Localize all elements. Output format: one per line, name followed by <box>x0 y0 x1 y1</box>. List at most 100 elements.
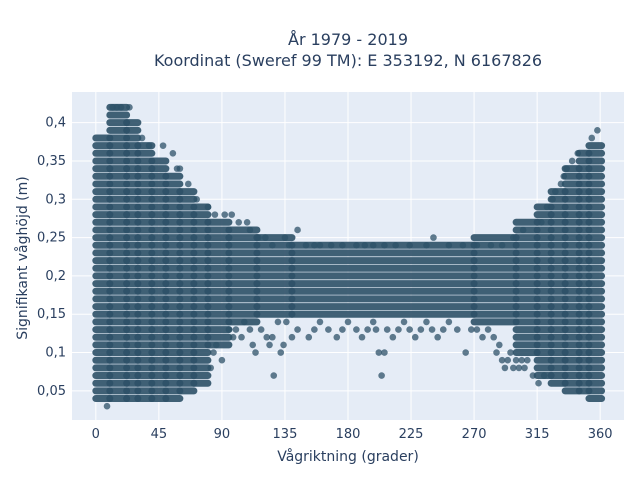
data-point <box>510 234 517 241</box>
data-point <box>395 326 402 333</box>
data-point <box>269 241 276 249</box>
data-point <box>339 241 346 249</box>
data-point <box>294 326 301 333</box>
data-point <box>302 241 310 249</box>
data-point <box>515 364 523 372</box>
x-tick-label: 315 <box>525 427 550 442</box>
data-point <box>238 333 245 341</box>
data-point <box>498 241 506 249</box>
data-point <box>207 364 215 372</box>
data-point <box>228 211 236 218</box>
data-point <box>249 341 257 349</box>
data-point <box>406 241 413 249</box>
y-tick-label: 0,3 <box>45 192 66 207</box>
data-point <box>574 150 582 157</box>
data-point <box>361 241 369 249</box>
data-point <box>540 372 548 379</box>
data-point <box>266 341 273 349</box>
data-point <box>246 226 254 234</box>
data-point <box>423 318 430 326</box>
data-point <box>552 188 559 195</box>
data-point <box>311 241 318 249</box>
data-point <box>369 318 377 326</box>
data-point <box>246 326 254 333</box>
data-point <box>372 326 380 333</box>
chart-title-line-2: Koordinat (Sweref 99 TM): E 353192, N 61… <box>154 51 542 70</box>
y-axis-ticks: 0,05 0,1 0,15 0,2 0,25 0,3 0,35 0,4 <box>37 116 66 399</box>
y-tick-label: 0,2 <box>45 269 66 284</box>
x-tick-label: 225 <box>399 427 424 442</box>
data-point <box>473 326 481 333</box>
data-point <box>274 318 282 326</box>
data-point <box>423 241 430 249</box>
data-point <box>430 234 437 241</box>
data-point <box>339 326 346 333</box>
data-point <box>364 326 371 333</box>
data-point <box>325 326 332 333</box>
x-tick-label: 270 <box>462 427 487 442</box>
data-point <box>243 218 251 226</box>
data-point <box>445 241 453 249</box>
data-point <box>204 203 212 211</box>
data-point <box>563 165 570 172</box>
data-point <box>305 333 313 341</box>
data-point <box>316 318 324 326</box>
data-point <box>358 333 366 341</box>
data-point <box>241 318 248 326</box>
x-tick-label: 360 <box>588 427 613 442</box>
data-point <box>229 333 237 341</box>
data-point <box>283 318 290 326</box>
data-points <box>92 103 606 410</box>
data-point <box>184 180 192 188</box>
data-point <box>169 150 177 157</box>
data-point <box>353 326 360 333</box>
data-point <box>484 326 492 333</box>
chart-title-line-1: År 1979 - 2019 <box>288 30 408 49</box>
data-point <box>529 372 537 379</box>
data-point <box>498 356 506 364</box>
data-point <box>138 134 146 142</box>
data-point <box>255 234 262 241</box>
x-tick-label: 0 <box>92 427 100 442</box>
data-point <box>538 218 545 226</box>
data-point <box>221 211 229 218</box>
data-point <box>378 372 385 379</box>
data-point <box>549 195 556 203</box>
data-point <box>467 326 475 333</box>
data-point <box>344 318 352 326</box>
data-point <box>145 142 153 149</box>
y-tick-label: 0,15 <box>37 307 66 322</box>
x-axis-ticks: 0 45 90 135 180 225 270 315 360 <box>92 427 613 442</box>
data-point <box>512 356 520 364</box>
data-point <box>453 326 461 333</box>
data-point <box>428 326 436 333</box>
x-tick-label: 45 <box>151 427 168 442</box>
y-tick-label: 0,4 <box>45 116 66 131</box>
data-point <box>493 349 500 356</box>
data-point <box>210 349 217 356</box>
data-point <box>535 379 542 387</box>
data-point <box>490 333 498 341</box>
y-tick-label: 0,35 <box>37 154 66 169</box>
y-axis-label: Signifikant våghöjd (m) <box>14 176 31 339</box>
data-point <box>294 226 301 234</box>
data-point <box>232 326 240 333</box>
data-point <box>504 356 512 364</box>
data-point <box>103 402 111 410</box>
data-point <box>510 364 517 372</box>
data-point <box>479 333 486 341</box>
data-point <box>213 341 220 349</box>
data-point <box>211 211 219 218</box>
data-point <box>501 364 509 372</box>
data-point <box>316 241 324 249</box>
data-point <box>262 234 269 241</box>
data-point <box>218 356 226 364</box>
x-tick-label: 135 <box>273 427 298 442</box>
data-point <box>507 349 514 356</box>
data-point <box>524 356 531 364</box>
data-point <box>557 180 565 188</box>
data-point <box>521 364 528 372</box>
data-point <box>311 326 318 333</box>
data-point <box>473 241 481 249</box>
data-point <box>353 241 360 249</box>
